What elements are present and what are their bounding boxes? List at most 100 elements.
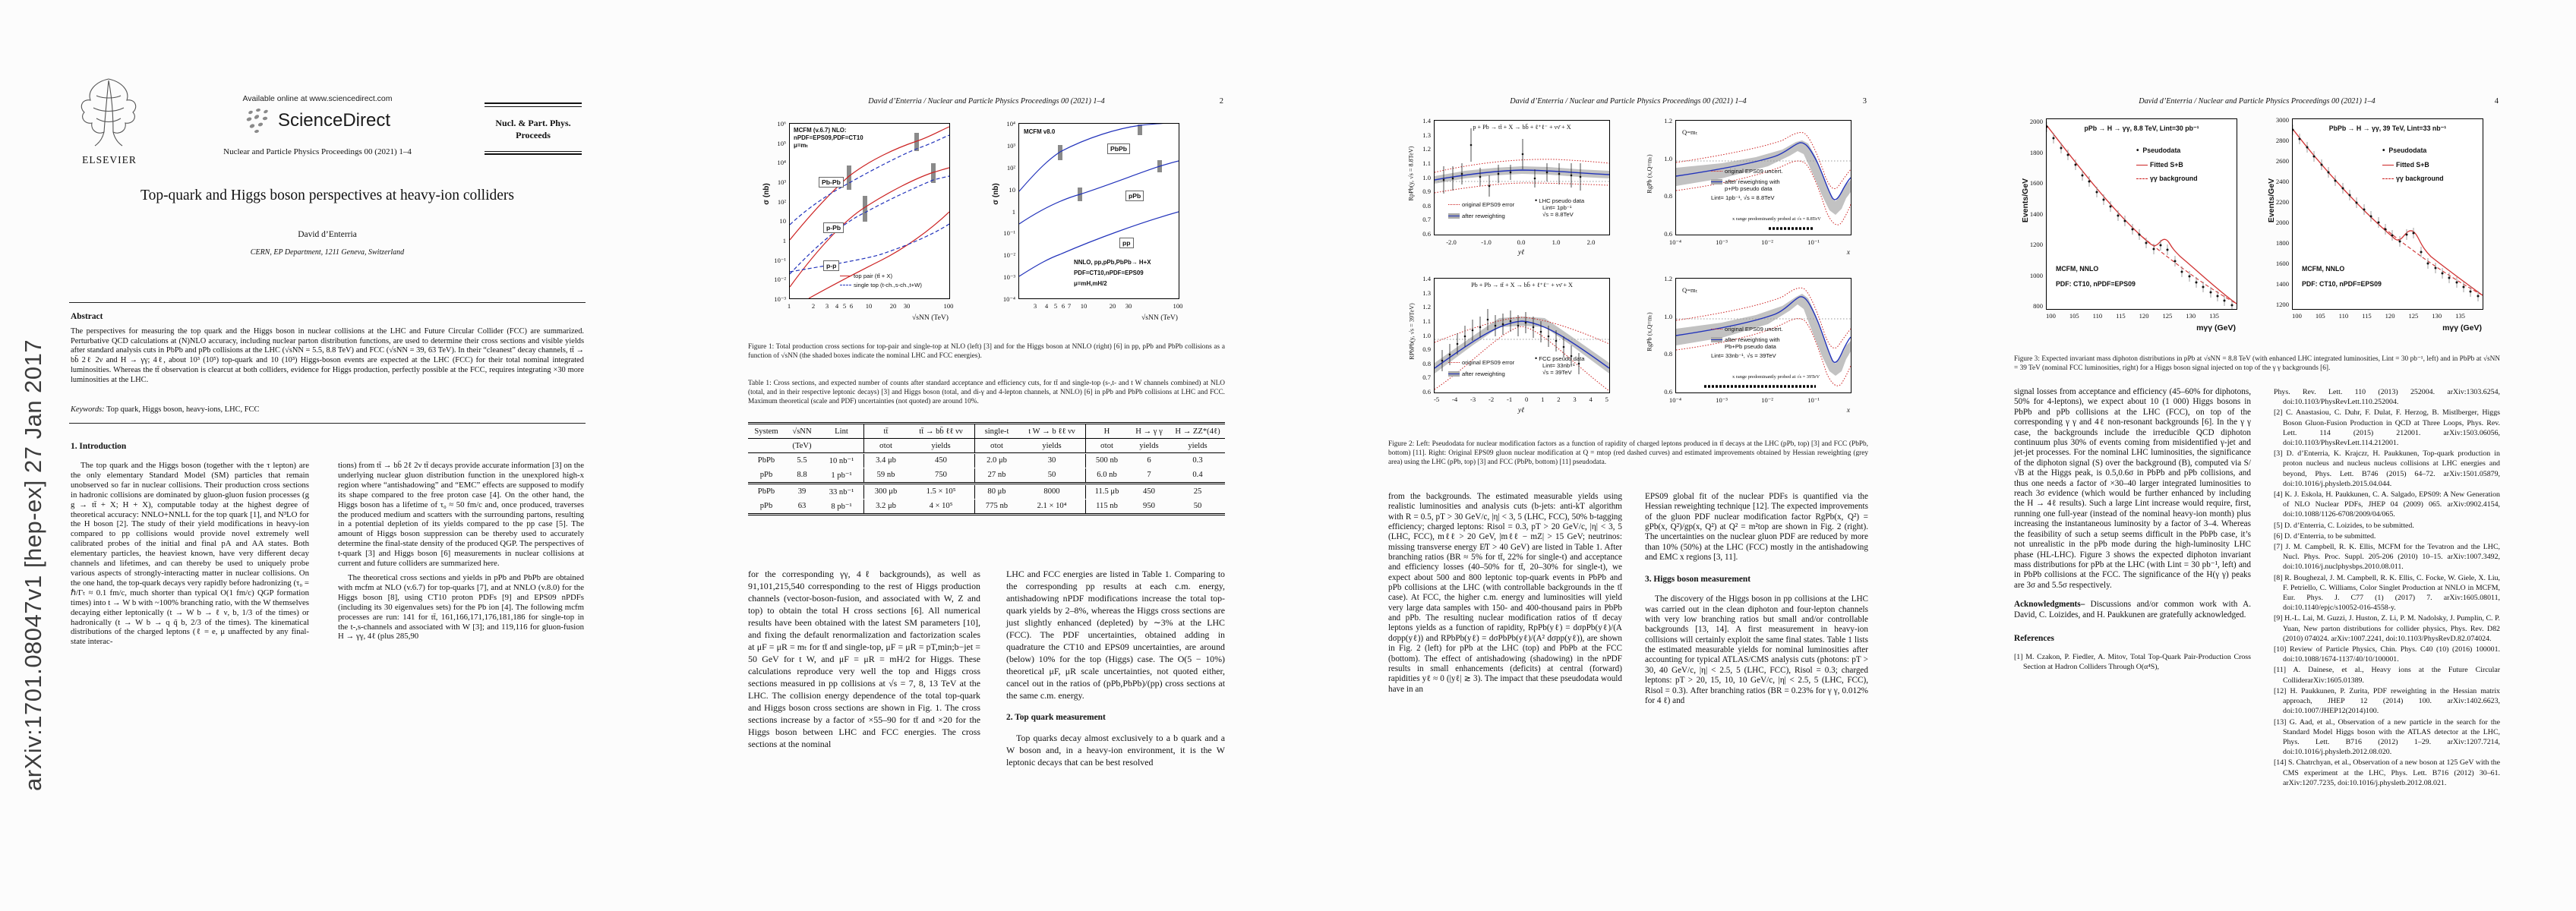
sciencedirect-logo: ScienceDirect (154, 108, 481, 134)
x-tick: 10⁻⁴ (1668, 396, 1682, 404)
plot-annotation: MCFM, NNLO PDF: CT10, nPDF=EPS09 (2302, 265, 2382, 288)
plot-area: PbPb → H → γγ, 39 TeV, Lint=33 nb⁻¹ • Ps… (2291, 118, 2483, 310)
journal-box-line1: Nucl. & Part. Phys. (495, 117, 571, 128)
series-label-pp: p-p (823, 260, 840, 271)
x-tick: 10⁻¹ (1807, 396, 1820, 404)
x-tick: 1 (787, 302, 791, 310)
x-tick: 10⁻² (1761, 396, 1773, 404)
figure1-left-curves (789, 126, 950, 299)
x-tick: 3 (825, 302, 829, 310)
series-label-pp: pp (1119, 238, 1134, 248)
figure3-left-curves (2045, 121, 2237, 309)
x-tick: -2.0 (1446, 238, 1457, 246)
plot-annotation: MCFM v8.0 (1024, 128, 1056, 135)
x-tick: 10 (1080, 302, 1088, 310)
x-tick: 1.0 (1552, 238, 1561, 246)
reference-item: [6] D. d’Enterria, to be submitted. (2274, 531, 2376, 541)
reference-item: [11] A. Dainese, et al., Heavy ions at t… (2274, 666, 2500, 685)
figure3-right-curves (2291, 125, 2483, 301)
table1-caption: Table 1: Cross sections, and expected nu… (748, 380, 1225, 405)
x-tick: 30 (903, 302, 911, 310)
journal-line: Nuclear and Particle Physics Proceedings… (223, 147, 412, 156)
q-scale-annotation: Q=mₜ (1682, 286, 1698, 294)
x-axis-label: yℓ (1517, 406, 1525, 415)
figure3-left-plot: Events/GeV 2000 1800 1600 1400 1200 1000 800 p… (2014, 112, 2254, 340)
y-axis-ticks: 1.4 1.3 1.2 1.1 1.0 0.9 0.8 0.7 0.6 (1422, 275, 1431, 396)
page4-column-left: signal losses from acceptance and effici… (2014, 387, 2251, 673)
x-tick: -1.0 (1481, 238, 1492, 246)
reference-item: [3] D. d’Enterria, K. Krajczr, H. Paukku… (2274, 449, 2500, 488)
x-range-note: x range predominantly probed at √s = 39T… (1732, 374, 1820, 380)
page-2: David d’Enterria / Nuclear and Particle … (748, 0, 1225, 911)
y-axis-ticks: 1.2 1.0 0.8 0.6 (1664, 275, 1672, 396)
paragraph: tions) from tt̄ → bb̄ 2ℓ 2ν tt̄ decays p… (338, 461, 584, 569)
legend: • Pseudodata Fitted S+B γγ background (2136, 147, 2198, 182)
affiliation: CERN, EP Department, 1211 Geneva, Switze… (250, 248, 405, 257)
plot-title: PbPb → H → γγ, 39 TeV, Lint=33 nb⁻¹ (2328, 125, 2447, 132)
x-range-note: x range predominantly probed at √s = 8.8… (1732, 216, 1821, 222)
elsevier-logo: ELSEVIER (65, 73, 154, 165)
figure2-caption: Figure 2: Left: Pseudodata for nuclear m… (1388, 440, 1868, 466)
table-row: pPb 63 8 pb⁻¹ 3.2 μb 4 × 10⁵ 775 nb 2.1 × 10… (748, 499, 1225, 513)
x-axis-label: yℓ (1517, 248, 1525, 257)
page-number: 2 (1219, 97, 1223, 106)
page-4: David d’Enterria / Nuclear and Particle … (2014, 0, 2500, 911)
table-row: pPb 8.8 1 pb⁻¹ 59 nb 750 27 nb 50 6.0 nb 7 0.4 (748, 468, 1225, 482)
paragraph: The discovery of the Higgs boson in pp c… (1645, 594, 1868, 705)
legend: original EPS09 uncert. after reweighting… (1711, 326, 1783, 359)
figure1-right-curves (1018, 121, 1179, 277)
x-tick: 7 (1067, 302, 1072, 310)
table-row: PbPb 5.5 10 nb⁻¹ 3.4 μb 450 2.0 μb 30 500 nb… (748, 453, 1225, 468)
legend-swatch-band (1711, 337, 1722, 343)
page4-column-right: Phys. Rev. Lett. 110 (2013) 252004. arXi… (2274, 387, 2500, 789)
figure2-topright-plot: RgPb (x,Q=mₜ) 1.2 1.0 0.8 0.6 Q=mₜ original… (1646, 115, 1877, 267)
table-row: PbPb 39 33 nb⁻¹ 300 μb 1.5 × 10⁵ 80 μb 8000 … (748, 484, 1225, 499)
legend: • Pseudodata Fitted S+B γγ background (2382, 147, 2444, 182)
x-axis-ticks: 100 105 110 115 120 125 130 135 (2292, 312, 2465, 320)
legend: original EPS09 uncert. after reweighting… (1711, 168, 1783, 201)
paragraph: EPS09 global fit of the nuclear PDFs is … (1645, 492, 1868, 563)
series-label-ppb: p-Pb (823, 222, 844, 233)
legend-swatch-red-dotted (1448, 204, 1460, 206)
sciencedirect-wordmark: ScienceDirect (277, 110, 391, 131)
q-scale-annotation: Q=mₜ (1682, 128, 1698, 136)
figure1-right-plot: σ (nb) 10⁴ 10³ 10² 10 1 10⁻¹ 10⁻² 10⁻³ 10⁻⁴ MCFM… (991, 120, 1213, 342)
x-tick: 20 (1109, 302, 1116, 310)
x-tick: 5 (842, 302, 847, 310)
legend-left: original EPS09 error after reweighting (1448, 359, 1514, 377)
elsevier-wordmark: ELSEVIER (82, 154, 137, 165)
plot-title: p + Pb → tt̄ + X → bb̄ + ℓ⁺ℓ⁻ + νν̄ + X (1473, 124, 1571, 131)
acknowledgments: Acknowledgments– Discussions and/or comm… (2014, 600, 2251, 619)
available-online-text: Available online at www.sciencedirect.co… (242, 94, 393, 103)
y-axis-ticks: 1.4 1.3 1.2 1.1 1.0 0.9 0.8 0.7 0.6 (1422, 117, 1431, 238)
x-axis-label: x (1846, 406, 1850, 415)
section-1-heading: 1. Introduction (71, 442, 127, 451)
table-subheader: (TeV) σtot yields σtot yields σtot yields yi… (748, 439, 1225, 453)
x-axis-label: √sNN (TeV) (911, 314, 949, 322)
figure2-bottomright-curves (1675, 287, 1852, 388)
paper-title: Top-quark and Higgs boson perspectives a… (140, 188, 514, 203)
x-tick: 10⁻² (1761, 238, 1773, 246)
plot-title: pPb → H → γγ, 8.8 TeV, Lint=30 pb⁻¹ (2084, 125, 2199, 132)
plot-annotation: MCFM, NNLO PDF: CT10, nPDF=EPS09 (2056, 265, 2136, 288)
plot-title: Pb + Pb → tt̄ + X → bb̄ + ℓ⁺ℓ⁻ + νν̄ + X (1471, 282, 1573, 288)
page2-column-right: LHC and FCC energies are listed in Table… (1006, 568, 1225, 768)
y-axis-ticks: 2000 1800 1600 1400 1200 1000 800 (2029, 118, 2043, 310)
page3-column-right: EPS09 global fit of the nuclear PDFs is … (1645, 492, 1868, 706)
paragraph: signal losses from acceptance and effici… (2014, 387, 2251, 590)
x-tick: 0.0 (1517, 238, 1526, 246)
x-tick: 10⁻³ (1716, 238, 1728, 246)
x-tick: 2 (811, 302, 816, 310)
figure2-topleft-plot: RpPb(y, √s = 8.8TeV) 1.4 1.3 1.2 1.1 1.0 0.9 0… (1407, 115, 1636, 267)
x-axis-ticks: 100 105 110 115 120 125 130 135 (2046, 312, 2219, 320)
series-label-pbpb: Pb-Pb (819, 177, 844, 188)
abstract-heading: Abstract (71, 312, 103, 321)
paragraph: Top quarks decay almost exclusively to a… (1006, 733, 1225, 768)
legend-swatch-red-dotted (1711, 171, 1722, 172)
x-tick: 2.0 (1586, 238, 1596, 246)
elsevier-tree-icon (80, 78, 137, 147)
reference-item: [14] S. Chatrchyan, et al., Observation … (2274, 758, 2500, 787)
reference-item: [2] C. Anastasiou, C. Duhr, F. Dulat, F.… (2274, 408, 2500, 448)
table-lhc-rows: PbPb 5.5 10 nb⁻¹ 3.4 μb 450 2.0 μb 30 500 nb… (748, 453, 1225, 482)
running-header: David d’Enterria / Nuclear and Particle … (1510, 97, 1747, 106)
